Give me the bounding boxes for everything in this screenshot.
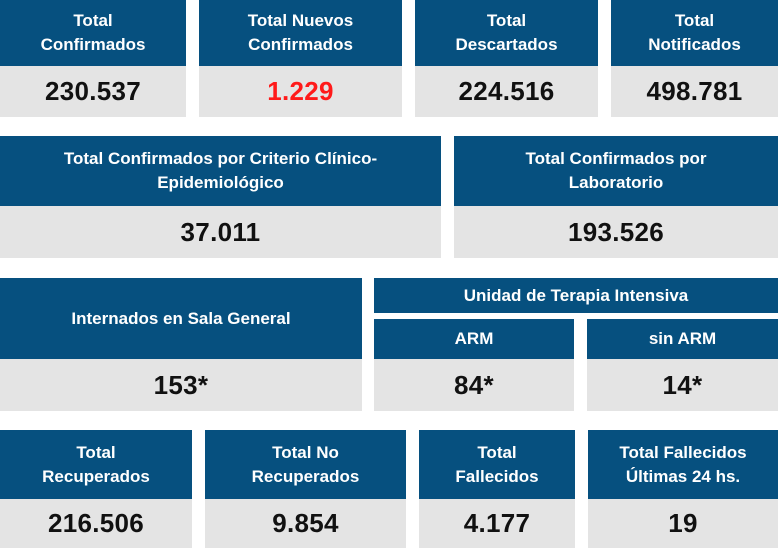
sin-arm-value: 14*: [587, 359, 778, 411]
total-recuperados-title: Total Recuperados: [0, 430, 192, 499]
total-descartados-title: Total Descartados: [415, 0, 598, 66]
arm-value: 84*: [374, 359, 574, 411]
confirmados-criterio-clinico-title: Total Confirmados por Criterio Clínico- …: [0, 136, 441, 206]
total-recuperados-card: Total Recuperados 216.506: [0, 430, 192, 548]
total-no-recuperados-title: Total No Recuperados: [205, 430, 406, 499]
total-notificados-title: Total Notificados: [611, 0, 778, 66]
confirmados-laboratorio-card: Total Confirmados por Laboratorio 193.52…: [454, 136, 778, 258]
total-no-recuperados-value: 9.854: [205, 499, 406, 548]
sala-general-card: Internados en Sala General 153*: [0, 278, 362, 411]
uti-title: Unidad de Terapia Intensiva: [374, 278, 778, 313]
total-notificados-value: 498.781: [611, 66, 778, 117]
fallecidos-ultimas-24hs-card: Total Fallecidos Últimas 24 hs. 19: [588, 430, 778, 548]
total-descartados-card: Total Descartados 224.516: [415, 0, 598, 117]
total-nuevos-confirmados-value: 1.229: [199, 66, 402, 117]
total-nuevos-confirmados-title: Total Nuevos Confirmados: [199, 0, 402, 66]
confirmados-criterio-clinico-value: 37.011: [0, 206, 441, 258]
confirmados-laboratorio-value: 193.526: [454, 206, 778, 258]
sin-arm-card: sin ARM 14*: [587, 319, 778, 411]
total-confirmados-card: Total Confirmados 230.537: [0, 0, 186, 117]
confirmados-laboratorio-title: Total Confirmados por Laboratorio: [454, 136, 778, 206]
confirmados-criterio-clinico-card: Total Confirmados por Criterio Clínico- …: [0, 136, 441, 258]
total-descartados-value: 224.516: [415, 66, 598, 117]
total-notificados-card: Total Notificados 498.781: [611, 0, 778, 117]
total-confirmados-value: 230.537: [0, 66, 186, 117]
fallecidos-ultimas-24hs-title: Total Fallecidos Últimas 24 hs.: [588, 430, 778, 499]
total-fallecidos-card: Total Fallecidos 4.177: [419, 430, 575, 548]
fallecidos-ultimas-24hs-value: 19: [588, 499, 778, 548]
sin-arm-title: sin ARM: [587, 319, 778, 359]
uti-header: Unidad de Terapia Intensiva: [374, 278, 778, 313]
sala-general-value: 153*: [0, 359, 362, 411]
total-recuperados-value: 216.506: [0, 499, 192, 548]
total-fallecidos-title: Total Fallecidos: [419, 430, 575, 499]
total-confirmados-title: Total Confirmados: [0, 0, 186, 66]
total-fallecidos-value: 4.177: [419, 499, 575, 548]
total-no-recuperados-card: Total No Recuperados 9.854: [205, 430, 406, 548]
arm-title: ARM: [374, 319, 574, 359]
arm-card: ARM 84*: [374, 319, 574, 411]
sala-general-title: Internados en Sala General: [0, 278, 362, 359]
total-nuevos-confirmados-card: Total Nuevos Confirmados 1.229: [199, 0, 402, 117]
